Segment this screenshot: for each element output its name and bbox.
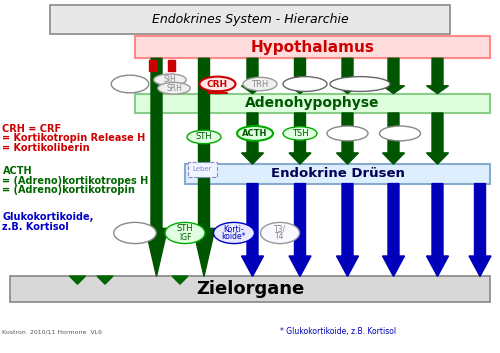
Text: CRH = CRF: CRH = CRF <box>2 124 62 134</box>
Text: TRH: TRH <box>252 79 268 89</box>
Text: = (Adreno)kortikotropin: = (Adreno)kortikotropin <box>2 185 136 195</box>
Text: T4: T4 <box>275 232 285 241</box>
Text: Kostron  2010/11 Hormone  VL6: Kostron 2010/11 Hormone VL6 <box>2 329 102 334</box>
Text: Hypothalamus: Hypothalamus <box>250 40 374 55</box>
Bar <box>168 60 175 71</box>
FancyArrow shape <box>289 184 311 276</box>
FancyArrow shape <box>426 113 448 164</box>
Text: SIH: SIH <box>164 75 176 84</box>
Ellipse shape <box>243 77 277 91</box>
FancyArrow shape <box>146 58 168 276</box>
FancyArrow shape <box>242 58 264 94</box>
Ellipse shape <box>283 77 327 91</box>
Text: Endokrines System - Hierarchie: Endokrines System - Hierarchie <box>152 13 348 26</box>
FancyArrow shape <box>336 184 358 276</box>
Ellipse shape <box>111 75 149 93</box>
FancyArrow shape <box>208 91 228 94</box>
Text: CRH: CRH <box>207 79 228 89</box>
Text: Zielorgane: Zielorgane <box>196 280 304 298</box>
Text: TSH: TSH <box>292 129 308 138</box>
Ellipse shape <box>214 222 254 244</box>
Ellipse shape <box>114 222 156 244</box>
FancyArrow shape <box>382 113 404 164</box>
Ellipse shape <box>187 130 221 144</box>
Ellipse shape <box>380 126 420 141</box>
FancyArrow shape <box>426 184 448 276</box>
FancyArrow shape <box>469 184 491 276</box>
Ellipse shape <box>154 74 186 86</box>
Text: z.B. Kortisol: z.B. Kortisol <box>2 222 69 232</box>
Text: STH: STH <box>176 224 194 233</box>
Text: IGF: IGF <box>179 233 191 242</box>
FancyArrow shape <box>289 113 311 164</box>
FancyBboxPatch shape <box>10 276 490 302</box>
Text: STH: STH <box>196 132 212 142</box>
FancyArrow shape <box>426 58 448 94</box>
Text: = (Adreno)kortikotropes H: = (Adreno)kortikotropes H <box>2 176 149 186</box>
Text: = Kortikoliberin: = Kortikoliberin <box>2 143 90 153</box>
Text: ACTH: ACTH <box>2 166 32 176</box>
FancyBboxPatch shape <box>135 94 490 113</box>
Text: SRH: SRH <box>166 84 182 93</box>
Text: Leber: Leber <box>192 166 212 172</box>
Ellipse shape <box>165 222 205 244</box>
FancyBboxPatch shape <box>50 5 450 34</box>
Text: Korti-: Korti- <box>224 225 244 234</box>
FancyArrow shape <box>193 58 215 276</box>
FancyArrow shape <box>242 113 264 164</box>
Ellipse shape <box>200 77 235 91</box>
Ellipse shape <box>260 222 300 244</box>
Text: Endokrine Drüsen: Endokrine Drüsen <box>270 167 404 180</box>
FancyBboxPatch shape <box>135 36 490 58</box>
Text: koide*: koide* <box>222 232 246 241</box>
Ellipse shape <box>327 126 368 141</box>
Polygon shape <box>97 276 113 284</box>
Ellipse shape <box>158 82 190 94</box>
FancyBboxPatch shape <box>185 164 490 184</box>
FancyBboxPatch shape <box>188 162 216 176</box>
Polygon shape <box>172 276 188 284</box>
Text: ACTH: ACTH <box>242 129 268 138</box>
Text: T3/: T3/ <box>274 225 286 234</box>
FancyArrow shape <box>382 184 404 276</box>
Ellipse shape <box>283 127 317 140</box>
FancyArrow shape <box>382 58 404 94</box>
Polygon shape <box>70 276 86 284</box>
Text: Adenohypophyse: Adenohypophyse <box>245 96 380 110</box>
FancyArrow shape <box>289 58 311 94</box>
Text: = Kortikotropin Release H: = Kortikotropin Release H <box>2 133 146 143</box>
FancyArrow shape <box>336 58 358 94</box>
FancyArrow shape <box>242 184 264 276</box>
Text: * Glukokortikoide, z.B. Kortisol: * Glukokortikoide, z.B. Kortisol <box>280 327 396 336</box>
Bar <box>149 60 156 71</box>
Text: Glukokortikoide,: Glukokortikoide, <box>2 212 94 222</box>
FancyArrow shape <box>336 113 358 164</box>
Ellipse shape <box>330 77 390 91</box>
Ellipse shape <box>237 126 273 141</box>
